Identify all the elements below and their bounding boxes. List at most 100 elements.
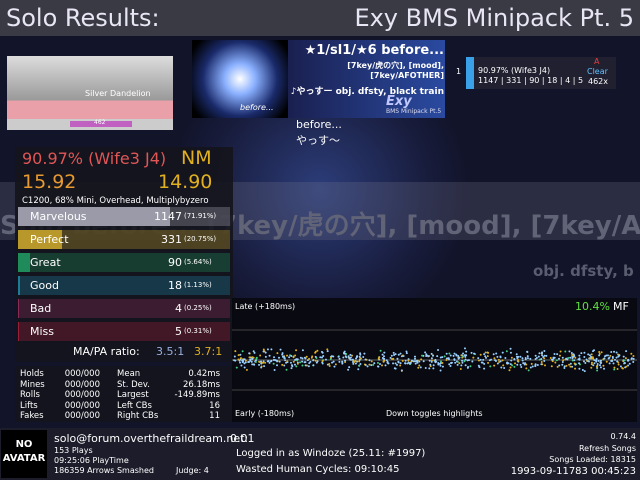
offset-dot (233, 355, 236, 358)
offset-dot (524, 357, 527, 360)
refresh[interactable]: Refresh Songs (578, 444, 636, 453)
footer-bar (0, 428, 640, 480)
offset-dot (359, 357, 362, 360)
offset-dot (344, 352, 347, 355)
offset-dot (492, 353, 495, 356)
offset-dot (330, 356, 333, 359)
offset-dot (413, 355, 416, 358)
offset-dot (379, 363, 382, 366)
offset-dot (399, 364, 402, 367)
offset-dot (268, 361, 271, 364)
offset-dot (543, 349, 546, 352)
offset-dot (383, 359, 386, 362)
offset-dot (590, 366, 593, 369)
offset-dot (507, 362, 510, 365)
offset-dot (385, 359, 388, 362)
offset-dot (351, 358, 354, 361)
offset-dot (622, 355, 625, 358)
info-title: before... (296, 118, 342, 131)
offset-dot (554, 361, 557, 364)
offset-dot (568, 363, 571, 366)
offset-dot (612, 362, 615, 365)
offset-dot (550, 358, 553, 361)
offset-dot (561, 360, 564, 363)
offset-dot (477, 357, 480, 360)
offset-dot (460, 354, 463, 357)
offset-dot (605, 360, 608, 363)
offset-dot (316, 349, 319, 352)
offset-dot (420, 358, 423, 361)
offset-dot (556, 353, 559, 356)
offset-dot (237, 354, 240, 357)
playtime: 09:25:06 PlayTime (54, 456, 129, 465)
stat-value: 000/000 (64, 369, 100, 379)
offset-dot (349, 353, 352, 356)
offset-dot (593, 359, 596, 362)
offset-dot (430, 360, 433, 363)
rank: 1 (456, 67, 462, 76)
offset-dot (235, 366, 238, 369)
offset-dot (550, 365, 553, 368)
offset-dot (337, 355, 340, 358)
offset-dot (480, 361, 483, 364)
offset-dot (485, 356, 488, 359)
offset-dot (359, 353, 362, 356)
offset-dot (401, 359, 404, 362)
stat-name: Mines (20, 379, 45, 390)
offset-dot (611, 360, 614, 363)
offset-dot (276, 364, 279, 367)
offset-dot (368, 359, 371, 362)
plot-hint: Down toggles highlights (386, 409, 483, 418)
offset-dot (368, 363, 371, 366)
offset-dot (430, 352, 433, 355)
life-text: 462 (94, 119, 106, 126)
offset-dot (456, 360, 459, 363)
offset-dot (281, 363, 284, 366)
offset-dot (276, 360, 279, 363)
offset-dot (592, 364, 595, 367)
offset-dot (292, 356, 295, 359)
board-score: 90.97% (Wife3 J4) (478, 66, 551, 75)
offset-dot (331, 361, 334, 364)
judgment-count: 90 (168, 256, 182, 269)
offset-dot (263, 365, 266, 368)
judgment-count: 331 (161, 233, 182, 246)
ssr: 14.90 (158, 171, 213, 193)
judgment-bar (18, 299, 19, 318)
offset-dot (387, 362, 390, 365)
offset-dot (392, 362, 395, 365)
offset-dot (408, 362, 411, 365)
offset-dot (436, 355, 439, 358)
board-counts: 1147 | 331 | 90 | 18 | 4 | 5 (478, 76, 584, 85)
judgment-count: 4 (175, 302, 182, 315)
offset-dot (390, 354, 393, 357)
offset-dot (244, 361, 247, 364)
offset-dot (301, 357, 304, 360)
offset-dot (478, 359, 481, 362)
loaded: Songs Loaded: 18315 (549, 455, 636, 464)
offset-dot (352, 362, 355, 365)
header-bar (0, 0, 640, 36)
offset-dot (569, 362, 572, 365)
stat-name: Holds (20, 369, 44, 379)
offset-dot (399, 352, 402, 355)
offset-dot (262, 361, 265, 364)
offset-dot (453, 358, 456, 361)
arrows: 186359 Arrows Smashed (54, 466, 154, 475)
offset-dot (249, 359, 252, 362)
offset-dot (467, 359, 470, 362)
offset-dot (312, 364, 315, 367)
offset-dot (609, 354, 612, 357)
offset-dot (613, 366, 616, 369)
offset-dot (494, 359, 497, 362)
offset-dot (516, 360, 519, 363)
offset-dot (549, 357, 552, 360)
offset-dot (464, 364, 467, 367)
offset-dot (279, 348, 282, 351)
offset-dot (534, 354, 537, 357)
offset-dot (534, 357, 537, 360)
offset-dot (356, 355, 359, 358)
offset-dot (553, 352, 556, 355)
offset-dot (578, 354, 581, 357)
offset-dot (522, 362, 525, 365)
